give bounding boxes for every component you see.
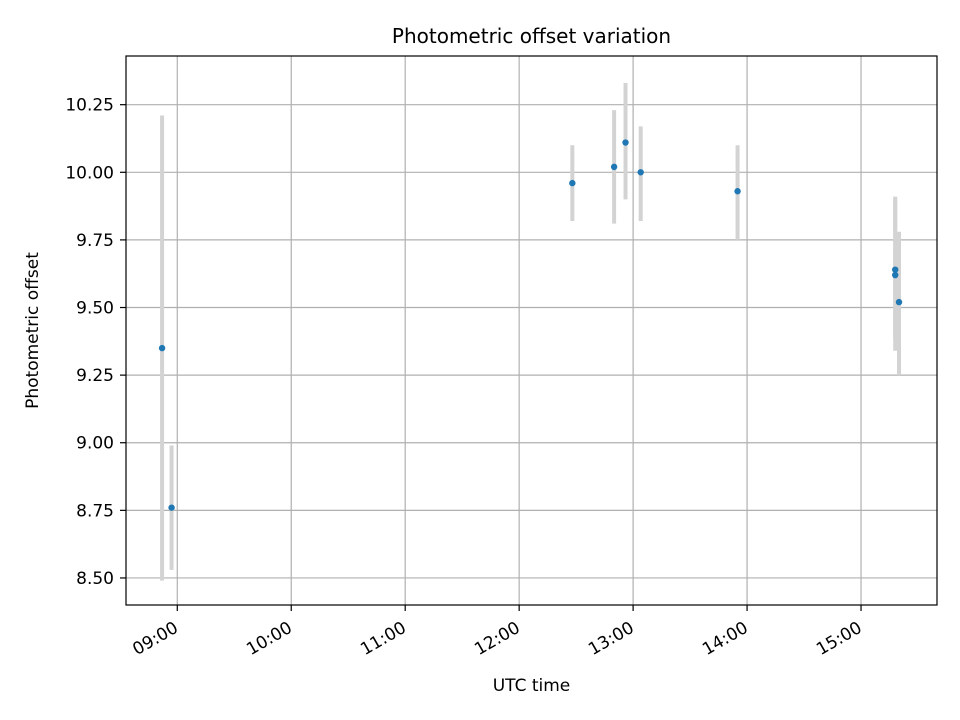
data-point <box>892 266 899 273</box>
y-tick-label: 9.50 <box>76 299 114 319</box>
y-tick-label: 10.25 <box>65 96 114 116</box>
y-tick-label: 9.75 <box>76 231 114 251</box>
grid <box>126 56 937 605</box>
y-tick-label: 9.00 <box>76 434 114 454</box>
y-tick-label: 10.00 <box>65 163 114 183</box>
y-tick-label: 9.25 <box>76 366 114 386</box>
data-point <box>158 344 166 352</box>
y-tick-label: 8.75 <box>76 501 114 521</box>
axes-frame <box>125 55 938 606</box>
data-point <box>569 179 576 187</box>
data-point <box>637 169 644 176</box>
data-point <box>892 271 899 279</box>
data-point <box>622 139 629 146</box>
data-points <box>158 139 903 511</box>
data-point <box>734 188 741 195</box>
data-point <box>610 163 618 171</box>
data-point <box>895 298 903 306</box>
x-axis-label: UTC time <box>493 676 571 696</box>
y-axis-ticks: 8.50 8.75 9.00 9.25 9.50 9.75 10.00 10.25 <box>65 96 126 589</box>
y-tick-label: 8.50 <box>76 569 114 589</box>
chart-title: Photometric offset variation <box>392 24 671 48</box>
data-point <box>168 504 175 511</box>
y-axis-label: Photometric offset <box>23 252 43 409</box>
